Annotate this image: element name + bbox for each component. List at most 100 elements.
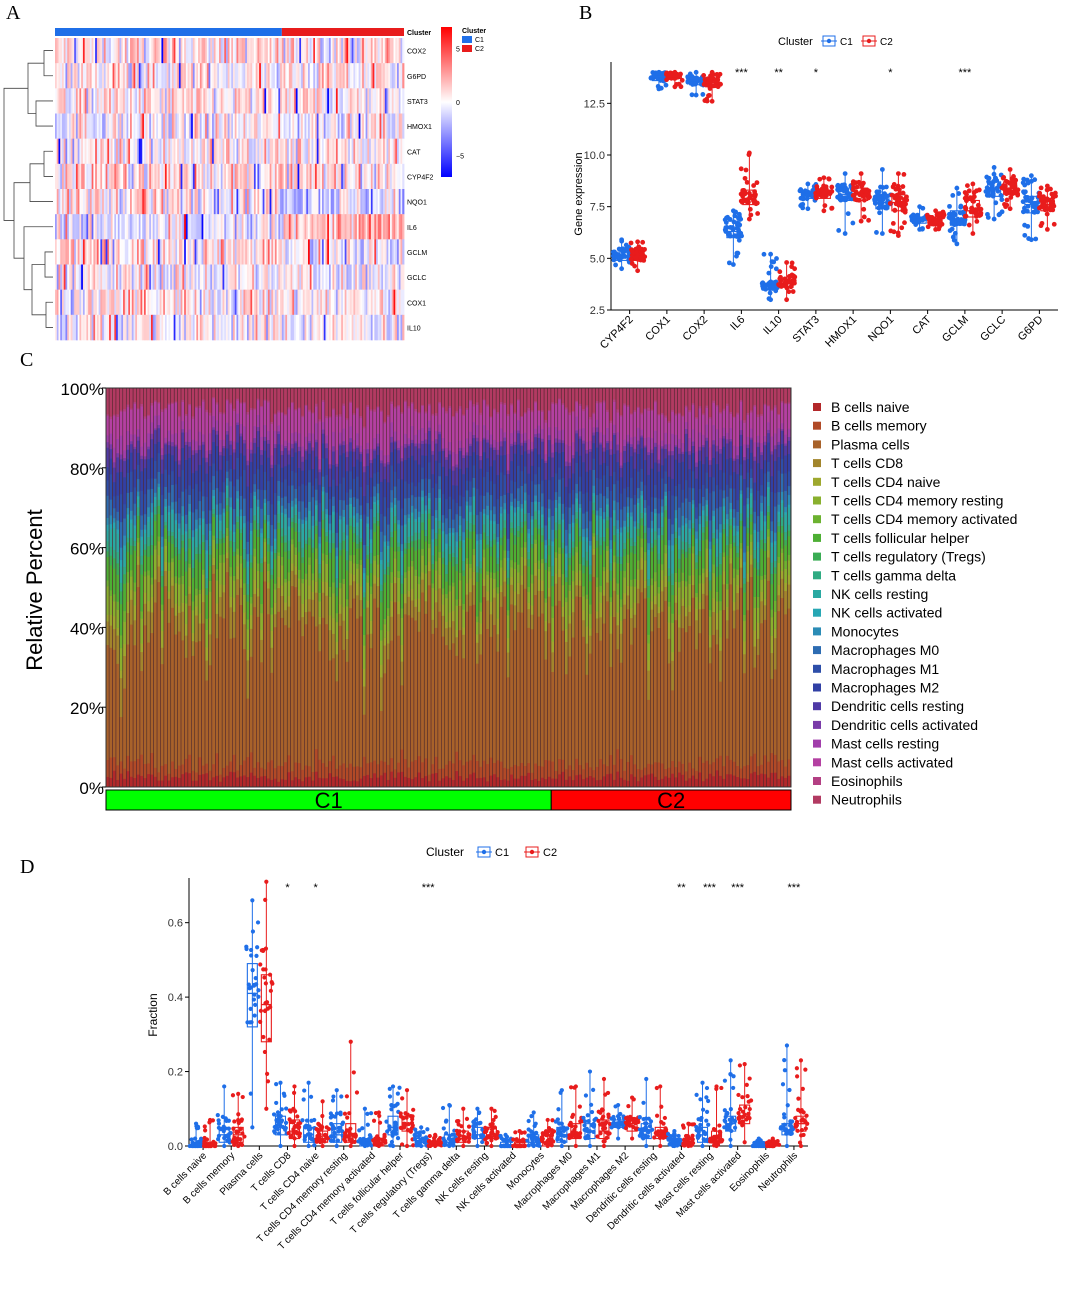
heatmap-cell <box>192 163 196 190</box>
heatmap-cell <box>145 189 148 215</box>
heatmap-cell <box>199 63 202 89</box>
heatmap-cell <box>316 88 319 114</box>
bar-segment-neutrophils <box>201 388 205 400</box>
heatmap-cell <box>288 189 291 215</box>
heatmap-cell <box>391 189 394 215</box>
heatmap-cell <box>330 38 333 64</box>
heatmap-cell <box>70 214 73 240</box>
heatmap-cell <box>74 264 77 290</box>
heatmap-cell <box>239 113 243 139</box>
heatmap-cell <box>222 314 225 341</box>
bar-segment-b-cells-naive <box>297 778 301 788</box>
bar-segment-plasma-cells <box>171 607 174 762</box>
bar-segment-monocytes <box>198 517 202 526</box>
bar-segment-nk-cells-activated <box>277 500 281 505</box>
heatmap-cell <box>74 38 77 64</box>
bar-segment-mast-cells-activated <box>181 401 185 422</box>
heatmap-cell <box>318 163 321 190</box>
bar-segment-monocytes <box>215 504 219 515</box>
bar-segment-t-cells-regulatory-tregs <box>256 529 260 538</box>
heatmap-cell <box>374 239 377 265</box>
heatmap-cell <box>117 239 120 265</box>
heatmap-cell <box>109 314 112 341</box>
bar-segment-t-cells-follicular-helper <box>191 577 195 602</box>
bar-segment-t-cells-follicular-helper <box>246 601 250 620</box>
heatmap-cell <box>369 113 372 139</box>
heatmap-cell <box>72 113 75 139</box>
heatmap-cell <box>274 163 278 190</box>
bar-segment-macrophages-m0 <box>256 488 260 500</box>
heatmap-cell <box>130 214 133 240</box>
bar-segment-t-cells-regulatory-tregs <box>215 543 219 550</box>
heatmap-cell <box>126 113 129 139</box>
heatmap-cell <box>248 189 251 215</box>
bar-segment-plasma-cells <box>290 585 294 772</box>
heatmap-cell <box>205 113 208 139</box>
heatmap-cell <box>379 189 382 215</box>
heatmap-cell <box>88 314 91 341</box>
data-point <box>755 211 761 216</box>
bar-segment-t-cells-cd8 <box>126 612 130 645</box>
bar-segment-eosinophils <box>277 410 281 413</box>
bar-segment-mast-cells-resting <box>215 420 219 431</box>
bar-segment-t-cells-cd4-memory-activated <box>222 554 226 563</box>
heatmap-cell <box>349 63 353 89</box>
heatmap-cell <box>194 214 197 240</box>
bar-segment-t-cells-gamma-delta <box>208 545 212 555</box>
heatmap-cell <box>156 264 159 290</box>
heatmap-cell <box>185 264 189 290</box>
heatmap-cell <box>67 113 70 139</box>
bar-segment-t-cells-gamma-delta <box>123 566 126 575</box>
heatmap-cell <box>203 163 206 190</box>
bar-segment-b-cells-memory <box>177 765 181 778</box>
heatmap-cell <box>82 314 86 341</box>
bar-segment-t-cells-follicular-helper <box>147 556 150 571</box>
bar-segment-dendritic-cells-resting <box>198 449 202 465</box>
heatmap-cell <box>299 214 302 240</box>
heatmap-cell <box>241 314 244 341</box>
heatmap-cell <box>397 138 400 165</box>
heatmap-cell <box>201 113 204 139</box>
heatmap-cell <box>107 314 110 341</box>
bar-segment-neutrophils <box>157 388 161 403</box>
heatmap-cell <box>194 113 197 139</box>
heatmap-cell <box>58 38 61 64</box>
heatmap-cell <box>362 264 365 290</box>
heatmap-cell <box>231 214 234 240</box>
heatmap-cell <box>266 239 269 265</box>
heatmap-cell <box>110 289 113 316</box>
heatmap-cell <box>281 264 284 290</box>
bar-segment-t-cells-cd4-naive <box>171 577 174 586</box>
bar-segment-nk-cells-activated <box>236 498 239 502</box>
data-point <box>826 176 832 182</box>
bar-segment-t-cells-cd4-memory-resting <box>301 583 305 604</box>
bar-segment-t-cells-cd4-naive <box>119 670 123 679</box>
heatmap-cell <box>135 163 138 190</box>
heatmap-cell <box>175 264 178 290</box>
heatmap-cell <box>397 88 400 114</box>
heatmap-cell <box>402 88 405 114</box>
y-tick-label: 7.5 <box>590 202 605 214</box>
heatmap-cell <box>201 63 204 89</box>
heatmap-cell <box>377 138 380 165</box>
heatmap-cell <box>358 38 361 64</box>
bar-segment-mast-cells-resting <box>260 436 263 450</box>
heatmap-cell <box>173 239 176 265</box>
heatmap-cell <box>227 314 230 341</box>
bar-segment-dendritic-cells-activated <box>287 450 291 455</box>
heatmap-cell <box>260 239 264 265</box>
bar-segment-eosinophils <box>133 401 137 404</box>
heatmap-cell <box>267 88 271 114</box>
heatmap-cell <box>337 289 340 316</box>
bar-segment-macrophages-m0 <box>297 500 301 512</box>
dendrogram-branch <box>13 182 30 259</box>
heatmap-cell <box>273 113 276 139</box>
bar-segment-t-cells-gamma-delta <box>181 534 185 541</box>
bar-segment-t-cells-cd4-naive <box>263 556 267 562</box>
bar-segment-t-cells-cd8 <box>249 628 253 657</box>
heatmap-cell <box>96 88 100 114</box>
bar-segment-neutrophils <box>266 388 270 401</box>
heatmap-cell <box>290 88 293 114</box>
bar-segment-t-cells-gamma-delta <box>290 517 294 522</box>
heatmap-cell <box>264 264 267 290</box>
